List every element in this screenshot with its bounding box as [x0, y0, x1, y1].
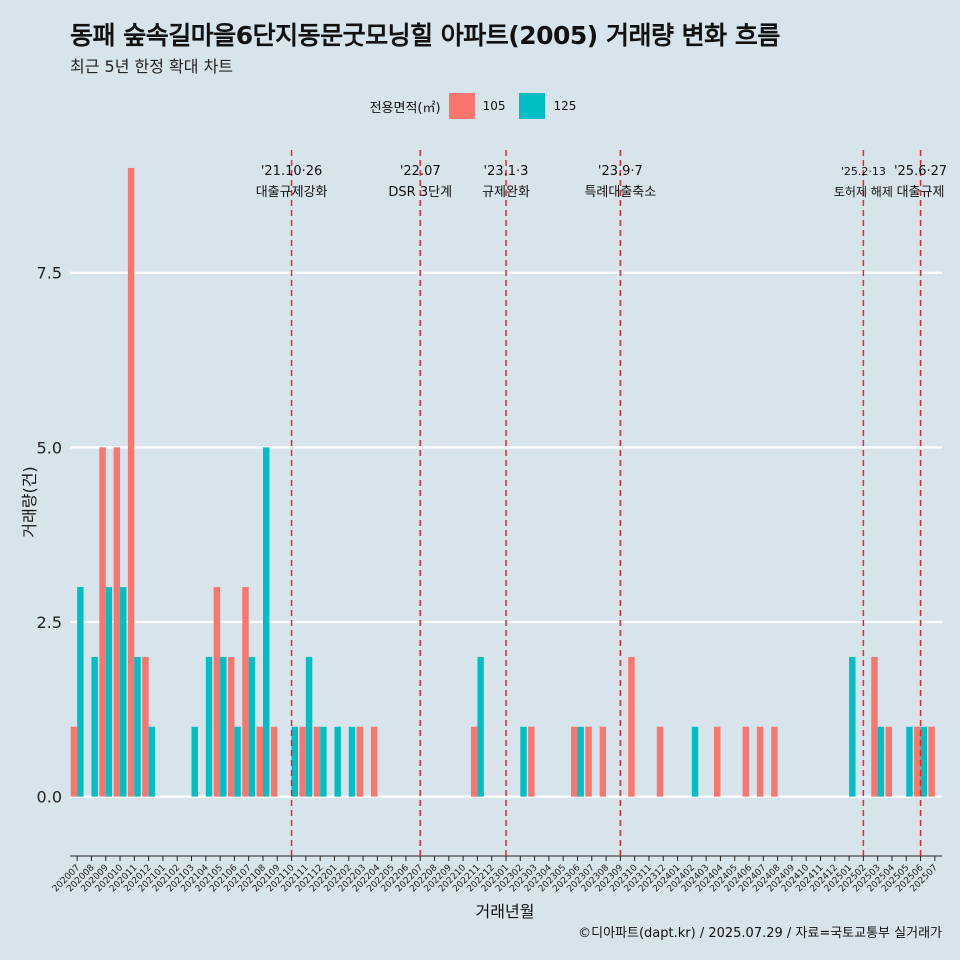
bar-105-202310 — [628, 656, 635, 797]
chart-subtitle: 최근 5년 한정 확대 차트 — [70, 57, 234, 76]
bar-125-202506 — [920, 726, 927, 797]
bar-105-202009 — [99, 447, 106, 797]
legend-title: 전용면적(㎡) — [369, 100, 441, 116]
bar-105-202105 — [213, 587, 221, 797]
bar-125-202105 — [220, 656, 227, 797]
bar-105-202408 — [771, 726, 778, 797]
event-date-label: '23.9·7 — [598, 164, 643, 179]
bar-105-202504 — [885, 726, 892, 797]
bar-125-202501 — [849, 656, 856, 797]
bar-125-202505 — [906, 726, 913, 797]
bar-105-202012 — [142, 656, 149, 797]
legend: 전용면적(㎡) 105 125 — [0, 93, 960, 119]
bar-105-202308 — [599, 726, 607, 797]
bar-105-202407 — [756, 726, 764, 797]
legend-key-105 — [448, 93, 475, 119]
legend-label-125: 125 — [553, 99, 577, 113]
bar-105-202211 — [470, 726, 478, 797]
y-tick-label: 7.5 — [37, 264, 62, 283]
legend-key-125 — [519, 93, 546, 119]
bar-105-202204 — [370, 726, 378, 797]
bar-105-202503 — [871, 656, 878, 797]
bar-105-202111 — [299, 726, 306, 797]
bar-125-202112 — [320, 726, 327, 797]
bar-105-202312 — [656, 726, 664, 797]
bar-125-202503 — [877, 726, 885, 797]
bar-125-202011 — [134, 656, 141, 797]
event-label: 토허제 해제 — [834, 185, 893, 199]
bar-105-202203 — [356, 726, 364, 797]
bar-125-202211 — [477, 656, 484, 797]
event-date-label: '25.6·27 — [894, 164, 947, 179]
bar-125-202106 — [234, 726, 241, 797]
bar-105-202404 — [713, 726, 721, 797]
y-tick-label: 2.5 — [37, 613, 62, 632]
bar-105-202106 — [227, 656, 235, 797]
y-tick-label: 5.0 — [37, 438, 62, 457]
bar-105-202112 — [313, 726, 321, 797]
source-caption: ©디아파트(dapt.kr) / 2025.07.29 / 자료=국토교통부 실… — [578, 926, 942, 941]
x-axis-title: 거래년월 — [475, 902, 535, 921]
event-date-label: '23.1·3 — [484, 164, 529, 179]
bar-105-202109 — [270, 726, 278, 797]
chart-title: 동패 숲속길마을6단지동문굿모닝힐 아파트(2005) 거래량 변화 흐름 — [70, 21, 780, 50]
bar-125-202202 — [348, 726, 356, 797]
bar-125-202306 — [577, 726, 584, 797]
bar-125-202007 — [77, 587, 84, 797]
y-axis-title: 거래량(건) — [20, 466, 39, 538]
event-label: 특례대출축소 — [584, 185, 656, 200]
bar-125-202008 — [91, 656, 98, 797]
event-date-label: '25.2·13 — [841, 165, 886, 178]
bar-125-202010 — [120, 587, 127, 797]
bar-105-202507 — [928, 726, 935, 797]
event-label: 대출규제 — [897, 185, 945, 200]
bar-105-202007 — [70, 726, 78, 797]
event-date-label: '21.10·26 — [261, 164, 322, 179]
bar-125-202108 — [262, 447, 270, 797]
bar-105-202010 — [113, 447, 121, 797]
bar-125-202110 — [291, 726, 299, 797]
bar-105-202011 — [127, 167, 135, 797]
bar-125-202107 — [248, 656, 256, 797]
bar-125-202402 — [691, 726, 699, 797]
bar-105-202303 — [528, 726, 535, 797]
bar-105-202406 — [742, 726, 750, 797]
event-label: 규제완화 — [482, 185, 530, 200]
bar-105-202307 — [585, 726, 592, 797]
event-date-label: '22.07 — [400, 164, 441, 179]
bar-105-202107 — [242, 587, 249, 797]
bar-125-202009 — [105, 587, 113, 797]
legend-label-105: 105 — [482, 99, 506, 113]
bar-105-202108 — [256, 726, 263, 797]
bar-125-202201 — [334, 726, 341, 797]
y-tick-label: 0.0 — [37, 788, 62, 807]
bar-105-202506 — [914, 726, 921, 797]
event-label: DSR 3단계 — [388, 185, 452, 200]
bar-125-202104 — [205, 656, 213, 797]
bar-105-202306 — [571, 726, 578, 797]
bar-125-202012 — [148, 726, 156, 797]
bar-125-202103 — [191, 726, 198, 797]
event-label: 대출규제강화 — [256, 185, 328, 200]
bar-125-202111 — [305, 656, 313, 797]
bar-125-202302 — [520, 726, 527, 797]
